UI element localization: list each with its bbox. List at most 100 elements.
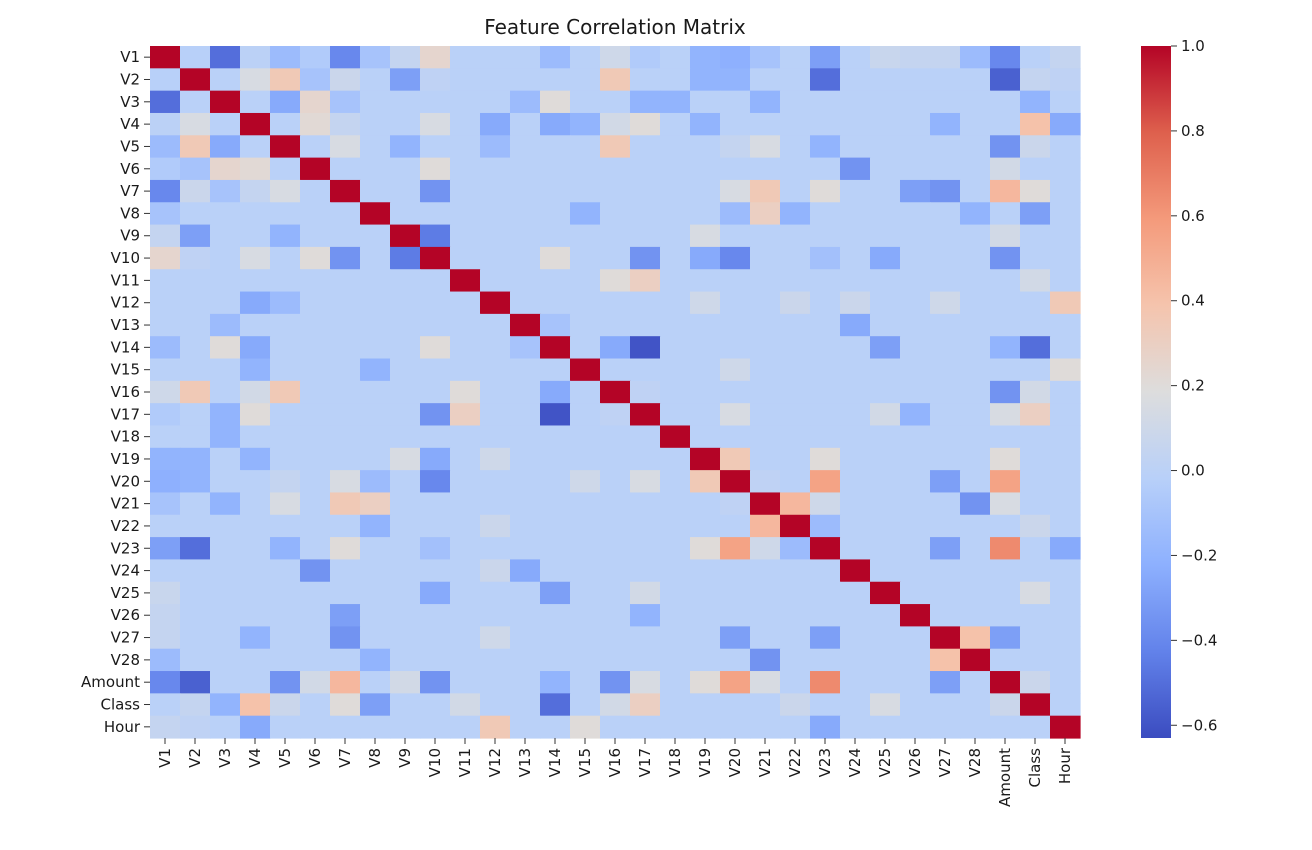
heatmap-cell-V9-V28 xyxy=(960,224,991,248)
heatmap-cell-V23-V10 xyxy=(420,537,451,561)
x-tick-label-V13: V13 xyxy=(516,748,534,777)
heatmap-cell-V11-V9 xyxy=(390,269,421,293)
heatmap-cell-V8-V13 xyxy=(510,202,541,226)
heatmap-cell-V22-V15 xyxy=(570,514,601,538)
heatmap-cell-V4-V24 xyxy=(840,112,871,136)
heatmap-cell-V18-V12 xyxy=(480,425,511,449)
heatmap-cell-V17-V18 xyxy=(660,403,691,427)
heatmap-cell-V22-V5 xyxy=(270,514,301,538)
heatmap-cell-V21-V15 xyxy=(570,492,601,516)
heatmap-cell-V12-Hour xyxy=(1050,291,1081,315)
heatmap-cell-V15-V17 xyxy=(630,358,661,382)
heatmap-cell-V10-Hour xyxy=(1050,246,1081,270)
heatmap-cell-V12-V19 xyxy=(690,291,721,315)
heatmap-cell-V13-V19 xyxy=(690,313,721,337)
heatmap-cell-V24-V12 xyxy=(480,559,511,583)
heatmap-cell-Class-V3 xyxy=(210,693,241,717)
heatmap-cell-V22-V23 xyxy=(810,514,841,538)
heatmap-cell-V25-V3 xyxy=(210,581,241,605)
heatmap-cell-V2-V19 xyxy=(690,68,721,92)
heatmap-cell-V12-V8 xyxy=(360,291,391,315)
heatmap-cell-Class-V27 xyxy=(930,693,961,717)
heatmap-cell-V22-V2 xyxy=(180,514,211,538)
heatmap-cell-V13-V15 xyxy=(570,313,601,337)
heatmap-cell-V3-V9 xyxy=(390,90,421,114)
heatmap-cell-Class-V19 xyxy=(690,693,721,717)
heatmap-cell-V18-V6 xyxy=(300,425,331,449)
heatmap-cell-Class-V11 xyxy=(450,693,481,717)
chart-title: Feature Correlation Matrix xyxy=(484,15,746,39)
heatmap-cell-V25-V7 xyxy=(330,581,361,605)
heatmap-cell-V11-V1 xyxy=(150,269,181,293)
heatmap-cell-V6-V5 xyxy=(270,157,301,181)
heatmap-cell-V17-V28 xyxy=(960,403,991,427)
heatmap-cell-V3-V5 xyxy=(270,90,301,114)
heatmap-cell-V18-V14 xyxy=(540,425,571,449)
heatmap-cell-V21-V22 xyxy=(780,492,811,516)
heatmap-cell-V16-V16 xyxy=(600,380,631,404)
heatmap-cell-V26-V20 xyxy=(720,604,751,627)
heatmap-cells xyxy=(150,46,1081,739)
heatmap-cell-V1-Hour xyxy=(1050,46,1081,69)
colorbar-tick-label-2: 0.6 xyxy=(1181,207,1205,225)
heatmap-cell-V26-V12 xyxy=(480,604,511,627)
heatmap-cell-V10-V13 xyxy=(510,246,541,270)
heatmap-cell-V2-V14 xyxy=(540,68,571,92)
heatmap-cell-V19-V2 xyxy=(180,447,211,471)
heatmap-cell-V13-V2 xyxy=(180,313,211,337)
heatmap-cell-V16-V27 xyxy=(930,380,961,404)
heatmap-cell-V3-V13 xyxy=(510,90,541,114)
heatmap-cell-V25-V8 xyxy=(360,581,391,605)
heatmap-cell-V23-V8 xyxy=(360,537,391,561)
heatmap-cell-V18-V20 xyxy=(720,425,751,449)
heatmap-cell-V4-V22 xyxy=(780,112,811,136)
heatmap-cell-V14-V18 xyxy=(660,336,691,360)
heatmap-cell-V5-V16 xyxy=(600,135,631,159)
heatmap-cell-V12-V22 xyxy=(780,291,811,315)
y-tick-label-Hour: Hour xyxy=(104,718,141,736)
heatmap-cell-V14-V10 xyxy=(420,336,451,360)
heatmap-cell-V9-V14 xyxy=(540,224,571,248)
heatmap-cell-V19-V23 xyxy=(810,447,841,471)
heatmap-cell-V12-V6 xyxy=(300,291,331,315)
heatmap-cell-Class-V26 xyxy=(900,693,931,717)
heatmap-cell-V10-V5 xyxy=(270,246,301,270)
heatmap-cell-V9-V1 xyxy=(150,224,181,248)
heatmap-cell-V24-Hour xyxy=(1050,559,1081,583)
y-tick-label-V18: V18 xyxy=(111,428,140,446)
heatmap-cell-V26-V23 xyxy=(810,604,841,627)
heatmap-cell-Amount-V6 xyxy=(300,671,331,694)
heatmap-cell-V15-V25 xyxy=(870,358,901,382)
heatmap-cell-V12-V3 xyxy=(210,291,241,315)
heatmap-cell-Hour-V2 xyxy=(180,715,211,739)
heatmap-cell-V26-V1 xyxy=(150,604,181,627)
heatmap-cell-V28-V12 xyxy=(480,648,511,672)
heatmap-cell-V28-V21 xyxy=(750,648,781,672)
heatmap-cell-V26-V25 xyxy=(870,604,901,627)
heatmap-cell-V12-V5 xyxy=(270,291,301,315)
heatmap-cell-V11-V23 xyxy=(810,269,841,293)
heatmap-cell-V2-V2 xyxy=(180,68,211,92)
heatmap-cell-Hour-V17 xyxy=(630,715,661,739)
heatmap-cell-V14-V6 xyxy=(300,336,331,360)
heatmap-cell-V5-V15 xyxy=(570,135,601,159)
heatmap-cell-V22-V14 xyxy=(540,514,571,538)
heatmap-cell-V4-V11 xyxy=(450,112,481,136)
heatmap-cell-V28-V14 xyxy=(540,648,571,672)
heatmap-cell-V3-V17 xyxy=(630,90,661,114)
heatmap-cell-V27-V15 xyxy=(570,626,601,650)
heatmap-cell-V5-Hour xyxy=(1050,135,1081,159)
heatmap-cell-V9-V13 xyxy=(510,224,541,248)
heatmap-cell-V16-V18 xyxy=(660,380,691,404)
heatmap-cell-V9-Amount xyxy=(990,224,1021,248)
heatmap-cell-V6-V24 xyxy=(840,157,871,181)
heatmap-cell-V19-V12 xyxy=(480,447,511,471)
heatmap-cell-V12-V11 xyxy=(450,291,481,315)
heatmap-cell-V10-V10 xyxy=(420,246,451,270)
heatmap-cell-V6-V13 xyxy=(510,157,541,181)
heatmap-cell-V17-V26 xyxy=(900,403,931,427)
heatmap-cell-V8-V8 xyxy=(360,202,391,226)
heatmap-cell-V9-V27 xyxy=(930,224,961,248)
heatmap-cell-V1-V5 xyxy=(270,46,301,69)
heatmap-cell-V1-V21 xyxy=(750,46,781,69)
